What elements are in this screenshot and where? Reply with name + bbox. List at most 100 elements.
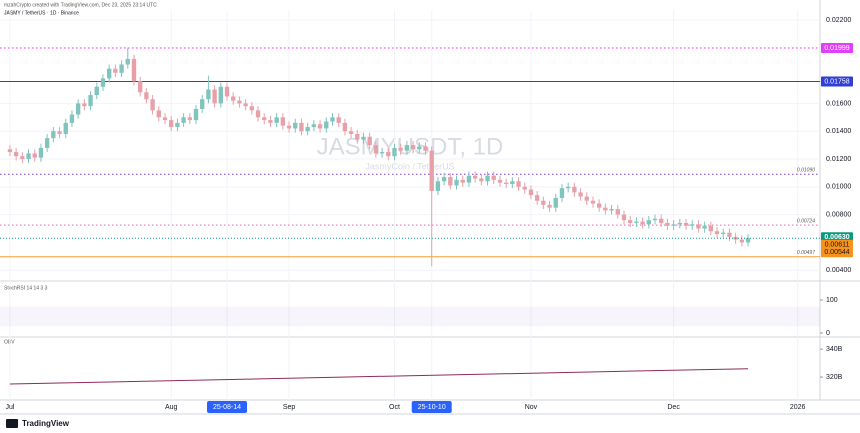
- candle-body: [218, 86, 223, 104]
- candle-body: [683, 222, 689, 226]
- x-tick-label: 25-10-10: [418, 404, 446, 411]
- candle-body: [138, 81, 143, 93]
- candle-body: [559, 188, 565, 198]
- candle-body: [615, 209, 620, 215]
- credit: mzahCrypto created with TradingView.com,…: [4, 2, 157, 8]
- candle-body: [286, 125, 292, 129]
- candle-body: [392, 147, 397, 157]
- watermark-subtitle: JasmyCoin / TetherUS: [365, 161, 454, 171]
- candle-body: [547, 204, 552, 208]
- candle-body: [206, 89, 211, 100]
- candle-body: [212, 89, 217, 104]
- x-tick-label: Oct: [389, 404, 400, 411]
- level-badge: [821, 42, 853, 53]
- candle-body: [708, 225, 714, 232]
- candle-body: [379, 152, 385, 154]
- candle-body: [69, 114, 75, 123]
- candle-body: [634, 221, 639, 223]
- candle-body: [150, 99, 155, 111]
- candle-body: [156, 110, 161, 118]
- candle-body: [57, 131, 62, 134]
- candle-body: [553, 197, 558, 208]
- candle-body: [541, 200, 546, 205]
- candle-body: [497, 179, 503, 183]
- candle-body: [88, 95, 93, 107]
- candle-body: [565, 186, 571, 189]
- level-label: 0.01999: [824, 45, 849, 52]
- candle-body: [454, 179, 459, 186]
- candle-body: [652, 218, 658, 221]
- candle-body: [193, 108, 199, 121]
- candle-body: [63, 122, 68, 134]
- candle-body: [125, 58, 130, 65]
- candle-body: [20, 156, 25, 160]
- y-tick-label: 0.01600: [826, 100, 851, 107]
- candle-body: [224, 86, 230, 97]
- candle-body: [348, 131, 354, 134]
- candle-body: [255, 110, 261, 118]
- candle-body: [659, 218, 664, 223]
- candle-body: [510, 181, 515, 185]
- candle-body: [646, 220, 651, 225]
- candle-body: [75, 103, 81, 115]
- candle-body: [448, 177, 453, 186]
- candle-body: [745, 238, 751, 243]
- candle-body: [522, 186, 527, 190]
- candle-body: [690, 224, 695, 226]
- candle-body: [739, 239, 745, 243]
- candle-body: [317, 124, 323, 129]
- candle-body: [727, 232, 732, 237]
- candle-body: [665, 222, 670, 226]
- candle-body: [584, 196, 589, 201]
- candle-body: [671, 224, 676, 226]
- candle-body: [119, 64, 124, 73]
- candle-body: [423, 146, 428, 151]
- stoch-tick-label: 0: [826, 330, 830, 337]
- watermark: JASMYUSDT, 1D: [317, 133, 504, 160]
- candle-body: [82, 103, 87, 107]
- candle-body: [32, 153, 37, 158]
- level-label: 0.01090: [797, 168, 815, 174]
- x-tick-label: Jul: [5, 404, 14, 411]
- candle-body: [38, 147, 44, 158]
- candle-body: [106, 68, 112, 79]
- candle-body: [597, 203, 602, 208]
- candle-body: [460, 179, 465, 183]
- candle-body: [628, 220, 633, 223]
- brand: TradingView: [22, 419, 70, 428]
- candle-body: [398, 147, 403, 151]
- x-tick-label: Nov: [525, 404, 538, 411]
- candle-body: [293, 122, 298, 129]
- candle-body: [305, 127, 310, 132]
- candle-body: [144, 92, 149, 100]
- candle-body: [94, 86, 99, 96]
- level-badge: [821, 76, 853, 87]
- candle-body: [243, 103, 248, 107]
- candle-body: [516, 181, 521, 187]
- candle-body: [187, 117, 192, 121]
- candle-body: [361, 136, 366, 140]
- y-tick-label: 0.01000: [826, 184, 851, 191]
- candle-body: [311, 124, 317, 128]
- candle-body: [721, 232, 726, 235]
- candle-body: [491, 175, 496, 180]
- level-label: 0.00497: [797, 250, 815, 256]
- candle-body: [262, 117, 267, 121]
- candle-body: [485, 175, 490, 182]
- candle-body: [324, 121, 329, 129]
- candle-body: [7, 149, 13, 153]
- candle-body: [336, 117, 341, 123]
- candle-body: [237, 100, 242, 104]
- candle-body: [609, 209, 614, 211]
- candle-body: [472, 175, 478, 179]
- x-tick-label: Dec: [667, 404, 680, 411]
- candle-body: [200, 99, 205, 109]
- candle-body: [373, 145, 379, 154]
- level-label: 0.01758: [824, 78, 849, 85]
- y-tick-label: 0.01400: [826, 128, 851, 135]
- last-price-label: 0.00630: [824, 234, 849, 241]
- candle-body: [702, 225, 707, 229]
- candle-body: [410, 145, 416, 150]
